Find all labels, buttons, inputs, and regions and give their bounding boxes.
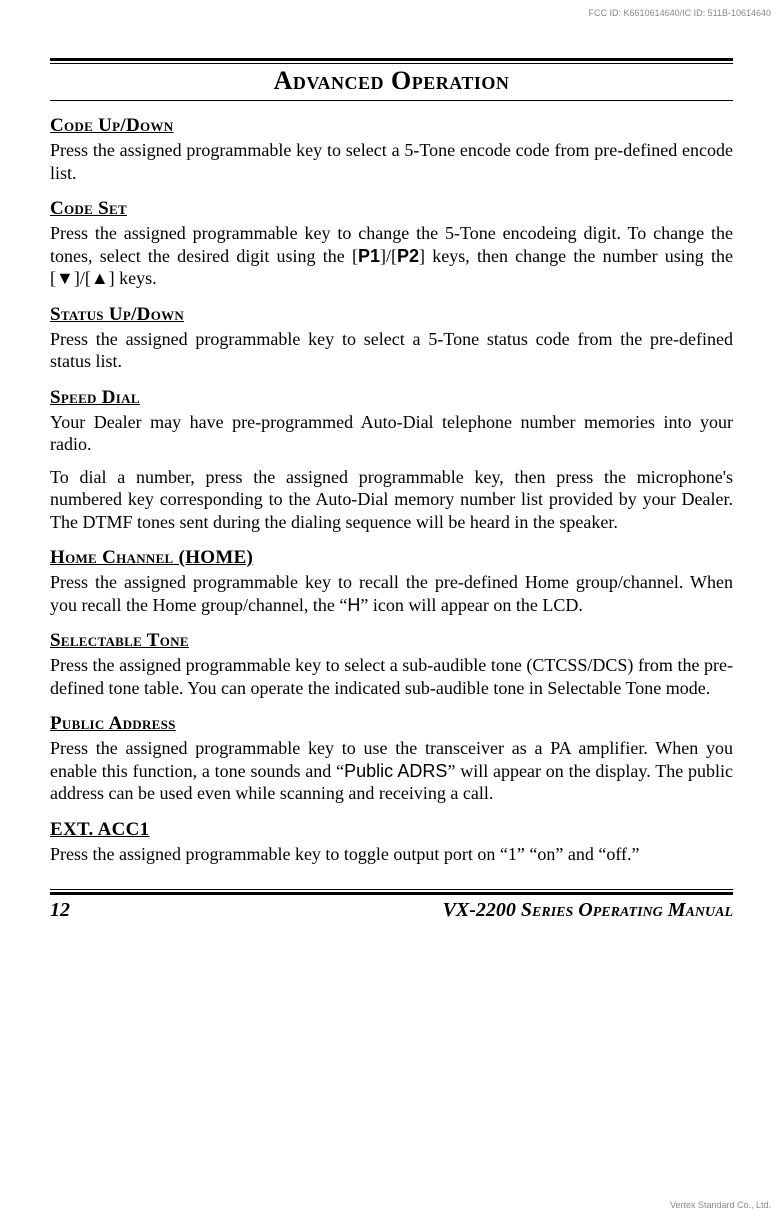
- heading-code-up-down: Code Up/Down: [50, 115, 733, 137]
- heading-ext-acc1: EXT. ACC1: [50, 819, 733, 841]
- heading-code-set: Code Set: [50, 198, 733, 220]
- key-p2: P2: [397, 246, 419, 266]
- text-fragment: ]/[: [380, 246, 397, 266]
- body-home-channel: Press the assigned programmable key to r…: [50, 571, 733, 616]
- title-block: Advanced Operation: [50, 58, 733, 101]
- body-public-address: Press the assigned programmable key to u…: [50, 737, 733, 805]
- page-title: Advanced Operation: [50, 63, 733, 100]
- up-arrow-icon: [91, 268, 109, 288]
- text-fragment: ]/[: [74, 268, 91, 288]
- heading-selectable-tone: Selectable Tone: [50, 630, 733, 652]
- heading-status-up-down: Status Up/Down: [50, 304, 733, 326]
- manual-title: VX-2200 Series Operating Manual: [443, 899, 733, 922]
- body-code-set: Press the assigned programmable key to c…: [50, 222, 733, 290]
- footer-rule: 12 VX-2200 Series Operating Manual: [50, 889, 733, 922]
- public-adrs-label: Public ADRS: [344, 761, 447, 781]
- body-ext-acc1: Press the assigned programmable key to t…: [50, 843, 733, 866]
- page-number: 12: [50, 899, 70, 922]
- text-fragment: ” icon will appear on the LCD.: [360, 595, 582, 615]
- heading-home-channel: Home Channel (HOME): [50, 547, 733, 569]
- h-icon-label: H: [347, 595, 360, 615]
- footer: 12 VX-2200 Series Operating Manual: [50, 892, 733, 922]
- body-selectable-tone: Press the assigned programmable key to s…: [50, 654, 733, 699]
- page-content: Advanced Operation Code Up/Down Press th…: [0, 0, 783, 962]
- heading-speed-dial: Speed Dial: [50, 387, 733, 409]
- body-code-up-down: Press the assigned programmable key to s…: [50, 139, 733, 184]
- down-arrow-icon: [56, 268, 74, 288]
- fcc-id-label: FCC ID: K6610614640/IC ID: 511B-10614640: [589, 8, 771, 18]
- body-speed-dial-1: Your Dealer may have pre-programmed Auto…: [50, 411, 733, 456]
- body-status-up-down: Press the assigned programmable key to s…: [50, 328, 733, 373]
- text-fragment: ] keys.: [109, 268, 157, 288]
- key-p1: P1: [358, 246, 380, 266]
- body-speed-dial-2: To dial a number, press the assigned pro…: [50, 466, 733, 534]
- vertex-label: Vertex Standard Co., Ltd.: [670, 1200, 771, 1210]
- heading-public-address: Public Address: [50, 713, 733, 735]
